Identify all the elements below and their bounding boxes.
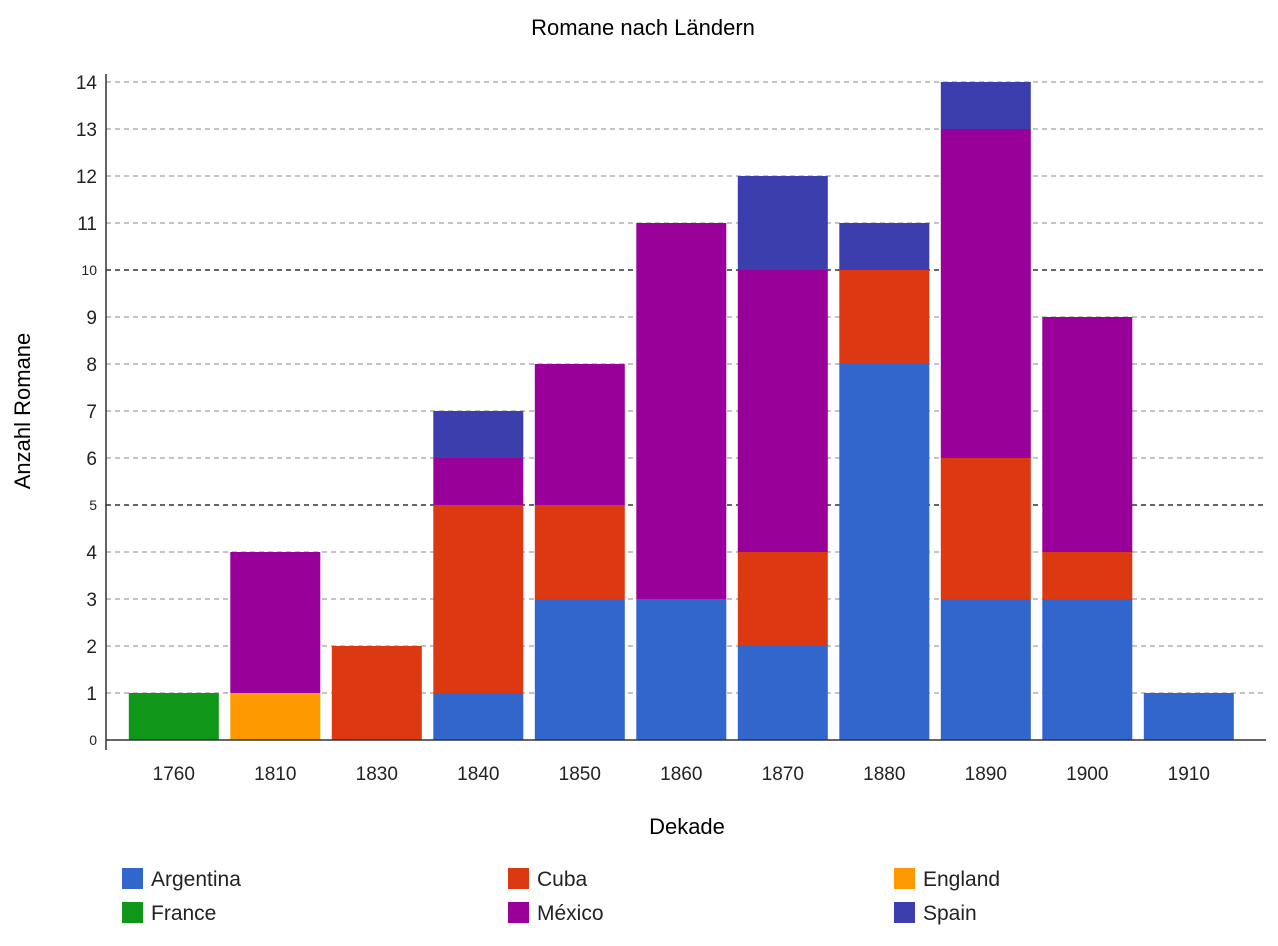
x-tick-label-1910: 1910 xyxy=(1168,764,1210,785)
x-tick-label-1870: 1870 xyxy=(762,764,804,785)
x-tick-label-1850: 1850 xyxy=(559,764,601,785)
y-tick-label-12: 12 xyxy=(76,167,97,188)
bar-1840-méxico xyxy=(433,458,524,505)
bar-1840-argentina xyxy=(433,693,524,740)
legend-label-méxico: México xyxy=(537,902,604,925)
bar-1870-méxico xyxy=(737,270,828,552)
legend-item-méxico: México xyxy=(508,902,604,925)
y-axis-label: Anzahl Romane xyxy=(10,333,35,490)
bar-1870-argentina xyxy=(737,646,828,740)
y-tick-label-13: 13 xyxy=(76,120,97,141)
y-tick-label-1: 1 xyxy=(86,684,97,705)
legend-label-argentina: Argentina xyxy=(151,868,241,891)
y-tick-label-5: 5 xyxy=(89,497,97,513)
legend-label-france: France xyxy=(151,902,216,925)
bar-1830-cuba xyxy=(331,646,422,740)
bar-1870-spain xyxy=(737,176,828,270)
x-tick-label-1880: 1880 xyxy=(863,764,905,785)
bar-1860-argentina xyxy=(636,599,727,740)
x-axis-label: Dekade xyxy=(649,814,725,839)
x-tick-label-1890: 1890 xyxy=(965,764,1007,785)
bar-1880-argentina xyxy=(839,364,930,740)
x-tick-label-1900: 1900 xyxy=(1066,764,1108,785)
x-tick-label-1860: 1860 xyxy=(660,764,702,785)
bar-1870-cuba xyxy=(737,552,828,646)
x-tick-label-1840: 1840 xyxy=(457,764,499,785)
legend-item-spain: Spain xyxy=(894,902,977,925)
bar-1900-méxico xyxy=(1042,317,1133,552)
legend-item-france: France xyxy=(122,902,216,925)
bar-1850-méxico xyxy=(534,364,625,505)
legend-item-england: England xyxy=(894,868,1000,891)
legend-swatch-england xyxy=(894,868,915,889)
x-tick-label-1830: 1830 xyxy=(356,764,398,785)
x-tick-labels: 1760 1810 1830 1840 1850 1860 1870 1880 1890 1900… xyxy=(153,764,1210,785)
y-tick-label-0: 0 xyxy=(89,732,97,748)
x-tick-label-1810: 1810 xyxy=(254,764,296,785)
y-tick-label-11: 11 xyxy=(77,214,97,235)
bar-1880-cuba xyxy=(839,270,930,364)
bar-1890-méxico xyxy=(940,129,1031,458)
legend-swatch-argentina xyxy=(122,868,143,889)
bar-1850-argentina xyxy=(534,599,625,740)
legend-label-england: England xyxy=(923,868,1000,891)
y-tick-label-2: 2 xyxy=(86,637,97,658)
legend-swatch-cuba xyxy=(508,868,529,889)
y-tick-label-3: 3 xyxy=(86,590,97,611)
bar-1810-england xyxy=(230,693,321,740)
legend-item-cuba: Cuba xyxy=(508,868,588,891)
y-tick-label-6: 6 xyxy=(86,449,97,470)
bar-1810-méxico xyxy=(230,552,321,693)
bar-1840-spain xyxy=(433,411,524,458)
bar-1860-méxico xyxy=(636,223,727,599)
legend-swatch-méxico xyxy=(508,902,529,923)
y-tick-label-8: 8 xyxy=(86,355,97,376)
y-tick-label-9: 9 xyxy=(86,308,97,329)
bar-1900-argentina xyxy=(1042,599,1133,740)
legend-swatch-france xyxy=(122,902,143,923)
bar-1850-cuba xyxy=(534,505,625,599)
bar-1890-argentina xyxy=(940,599,1031,740)
y-tick-label-10: 10 xyxy=(81,262,97,278)
y-tick-label-4: 4 xyxy=(86,543,97,564)
bar-1890-spain xyxy=(940,82,1031,129)
legend-label-cuba: Cuba xyxy=(537,868,588,891)
x-tick-label-1760: 1760 xyxy=(153,764,195,785)
bar-1910-argentina xyxy=(1143,693,1234,740)
y-tick-label-14: 14 xyxy=(76,73,98,94)
chart-title: Romane nach Ländern xyxy=(531,15,755,40)
bar-1890-cuba xyxy=(940,458,1031,599)
bar-1840-cuba xyxy=(433,505,524,693)
legend-item-argentina: Argentina xyxy=(122,868,241,891)
legend-swatch-spain xyxy=(894,902,915,923)
legend: Argentina Cuba England France México Spain xyxy=(122,868,1000,925)
y-tick-label-7: 7 xyxy=(86,402,97,423)
bar-1900-cuba xyxy=(1042,552,1133,599)
bar-1760-france xyxy=(128,693,219,740)
bar-1880-spain xyxy=(839,223,930,270)
bars xyxy=(128,82,1234,740)
axes xyxy=(105,74,1266,750)
legend-label-spain: Spain xyxy=(923,902,977,925)
